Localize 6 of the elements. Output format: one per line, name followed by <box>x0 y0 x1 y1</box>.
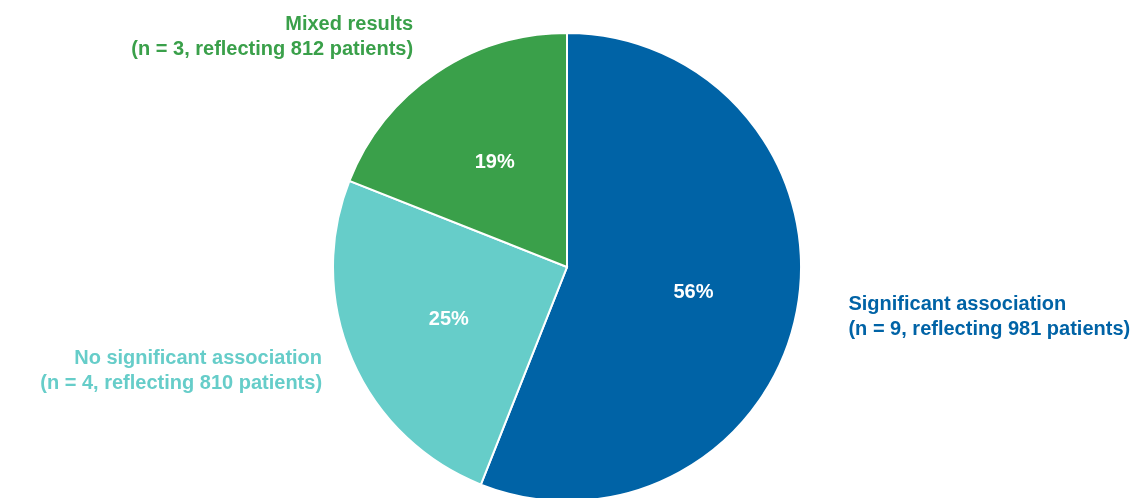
slice-label: No significant association (n = 4, reflecting 810 patients) <box>40 345 323 393</box>
data-label: 19% <box>474 149 515 172</box>
slice-label: Mixed results (n = 3, reflecting 812 patients) <box>131 12 414 60</box>
slice-label: Significant association (n = 9, reflecting 981 patients) <box>848 291 1131 339</box>
data-label: 25% <box>428 307 470 330</box>
data-label: 56% <box>673 280 714 303</box>
